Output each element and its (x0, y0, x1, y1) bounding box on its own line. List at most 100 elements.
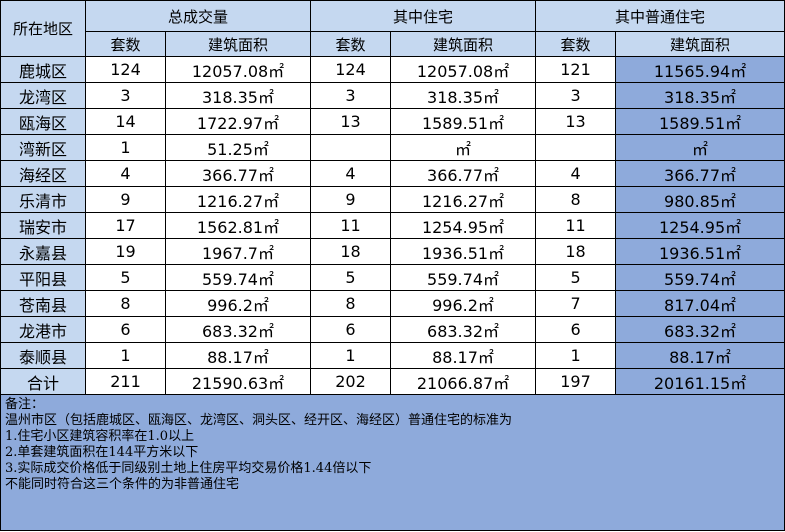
region-cell: 龙港市 (0, 316, 86, 343)
residential-area-cell: 559.74㎡ (390, 264, 537, 291)
table-row: 海经区 4 366.77㎡ 4 366.77㎡ 4 366.77㎡ (0, 160, 785, 187)
residential-units-cell: 5 (310, 264, 392, 291)
total-units-cell: 4 (85, 160, 166, 187)
table-row: 永嘉县 19 1967.7㎡ 18 1936.51㎡ 18 1936.51㎡ (0, 238, 785, 265)
ordinary-units-cell: 197 (535, 368, 617, 395)
residential-units-cell: 124 (310, 56, 392, 83)
total-area-cell: 318.35㎡ (164, 82, 312, 109)
total-area-cell: 21590.63㎡ (164, 368, 312, 395)
table-row: 龙港市 6 683.32㎡ 6 683.32㎡ 6 683.32㎡ (0, 316, 785, 343)
ordinary-area-cell: 980.85㎡ (615, 186, 785, 213)
region-cell: 乐清市 (0, 186, 86, 213)
residential-units-cell: 4 (310, 160, 392, 187)
total-units-cell: 1 (85, 342, 166, 369)
total-area-cell: 1216.27㎡ (164, 186, 312, 213)
ordinary-units-cell (535, 134, 617, 161)
region-cell: 龙湾区 (0, 82, 86, 109)
note-line: 温州市区（包括鹿城区、瓯海区、龙湾区、洞头区、经开区、海经区）普通住宅的标准为 (5, 413, 513, 428)
ordinary-area-cell: 20161.15㎡ (615, 368, 785, 395)
notes-row: 备注： 温州市区（包括鹿城区、瓯海区、龙湾区、洞头区、经开区、海经区）普通住宅的标… (0, 394, 785, 531)
region-cell: 湾新区 (0, 134, 86, 161)
residential-area-cell: 88.17㎡ (390, 342, 537, 369)
region-cell: 鹿城区 (0, 56, 86, 83)
note-line: 不能同时符合这三个条件的为非普通住宅 (5, 477, 240, 492)
total-area-cell: 12057.08㎡ (164, 56, 312, 83)
ordinary-area-cell: 366.77㎡ (615, 160, 785, 187)
ordinary-units-cell: 18 (535, 238, 617, 265)
table-row: 泰顺县 1 88.17㎡ 1 88.17㎡ 1 88.17㎡ (0, 342, 785, 369)
ordinary-units-cell: 11 (535, 212, 617, 239)
region-cell: 瓯海区 (0, 108, 86, 135)
total-area-cell: 1562.81㎡ (164, 212, 312, 239)
residential-area-cell: 318.35㎡ (390, 82, 537, 109)
total-units-cell: 3 (85, 82, 166, 109)
total-units-cell: 211 (85, 368, 166, 395)
ordinary-area-cell: 1936.51㎡ (615, 238, 785, 265)
ordinary-area-cell: 559.74㎡ (615, 264, 785, 291)
table-row: 湾新区 1 51.25㎡ ㎡ ㎡ (0, 134, 785, 161)
total-area-cell: 996.2㎡ (164, 290, 312, 317)
residential-units-cell: 11 (310, 212, 392, 239)
residential-area-cell: 1589.51㎡ (390, 108, 537, 135)
note-line: 1.住宅小区建筑容积率在1.0以上 (5, 429, 195, 444)
ordinary-area-cell: ㎡ (615, 134, 785, 161)
region-cell: 合计 (0, 368, 86, 395)
total-area-cell: 559.74㎡ (164, 264, 312, 291)
subheader-units: 套数 (310, 31, 392, 57)
ordinary-units-cell: 13 (535, 108, 617, 135)
ordinary-units-cell: 7 (535, 290, 617, 317)
header-total-volume: 总成交量 (84, 0, 312, 32)
residential-units-cell: 18 (310, 238, 392, 265)
residential-area-cell: 1254.95㎡ (390, 212, 537, 239)
total-units-cell: 6 (85, 316, 166, 343)
ordinary-units-cell: 3 (535, 82, 617, 109)
table-row: 瑞安市 17 1562.81㎡ 11 1254.95㎡ 11 1254.95㎡ (0, 212, 785, 239)
total-area-cell: 683.32㎡ (164, 316, 312, 343)
total-area-cell: 1722.97㎡ (164, 108, 312, 135)
header-region: 所在地区 (0, 0, 86, 57)
total-units-cell: 8 (85, 290, 166, 317)
total-units-cell: 19 (85, 238, 166, 265)
residential-units-cell: 13 (310, 108, 392, 135)
ordinary-area-cell: 11565.94㎡ (615, 56, 785, 83)
total-area-cell: 366.77㎡ (164, 160, 312, 187)
subheader-area: 建筑面积 (390, 31, 537, 57)
residential-units-cell: 6 (310, 316, 392, 343)
note-line: 3.实际成交价格低于同级别土地上住房平均交易价格1.44倍以下 (5, 461, 372, 476)
residential-units-cell: 3 (310, 82, 392, 109)
residential-units-cell (310, 134, 392, 161)
total-area-cell: 1967.7㎡ (164, 238, 312, 265)
table-row: 平阳县 5 559.74㎡ 5 559.74㎡ 5 559.74㎡ (0, 264, 785, 291)
residential-units-cell: 202 (310, 368, 392, 395)
ordinary-units-cell: 8 (535, 186, 617, 213)
total-units-cell: 17 (85, 212, 166, 239)
ordinary-area-cell: 88.17㎡ (615, 342, 785, 369)
residential-area-cell: 1936.51㎡ (390, 238, 537, 265)
ordinary-units-cell: 5 (535, 264, 617, 291)
total-units-cell: 5 (85, 264, 166, 291)
region-cell: 泰顺县 (0, 342, 86, 369)
subheader-area: 建筑面积 (164, 31, 312, 57)
residential-area-cell: 1216.27㎡ (390, 186, 537, 213)
ordinary-area-cell: 1254.95㎡ (615, 212, 785, 239)
residential-area-cell: 12057.08㎡ (390, 56, 537, 83)
header-ordinary-residential: 其中普通住宅 (535, 0, 785, 32)
residential-area-cell: ㎡ (390, 134, 537, 161)
table-row: 鹿城区 124 12057.08㎡ 124 12057.08㎡ 121 11565.94㎡ (0, 56, 785, 83)
ordinary-area-cell: 817.04㎡ (615, 290, 785, 317)
residential-area-cell: 21066.87㎡ (390, 368, 537, 395)
total-units-cell: 124 (85, 56, 166, 83)
notes-cell: 备注： 温州市区（包括鹿城区、瓯海区、龙湾区、洞头区、经开区、海经区）普通住宅的标… (0, 394, 785, 531)
residential-units-cell: 1 (310, 342, 392, 369)
table-row: 瓯海区 14 1722.97㎡ 13 1589.51㎡ 13 1589.51㎡ (0, 108, 785, 135)
ordinary-area-cell: 1589.51㎡ (615, 108, 785, 135)
note-line: 备注： (5, 397, 45, 412)
residential-area-cell: 996.2㎡ (390, 290, 537, 317)
ordinary-units-cell: 121 (535, 56, 617, 83)
total-area-cell: 88.17㎡ (164, 342, 312, 369)
note-line: 2.单套建筑面积在144平方米以下 (5, 445, 199, 460)
residential-area-cell: 366.77㎡ (390, 160, 537, 187)
ordinary-area-cell: 318.35㎡ (615, 82, 785, 109)
subheader-area: 建筑面积 (615, 31, 785, 57)
